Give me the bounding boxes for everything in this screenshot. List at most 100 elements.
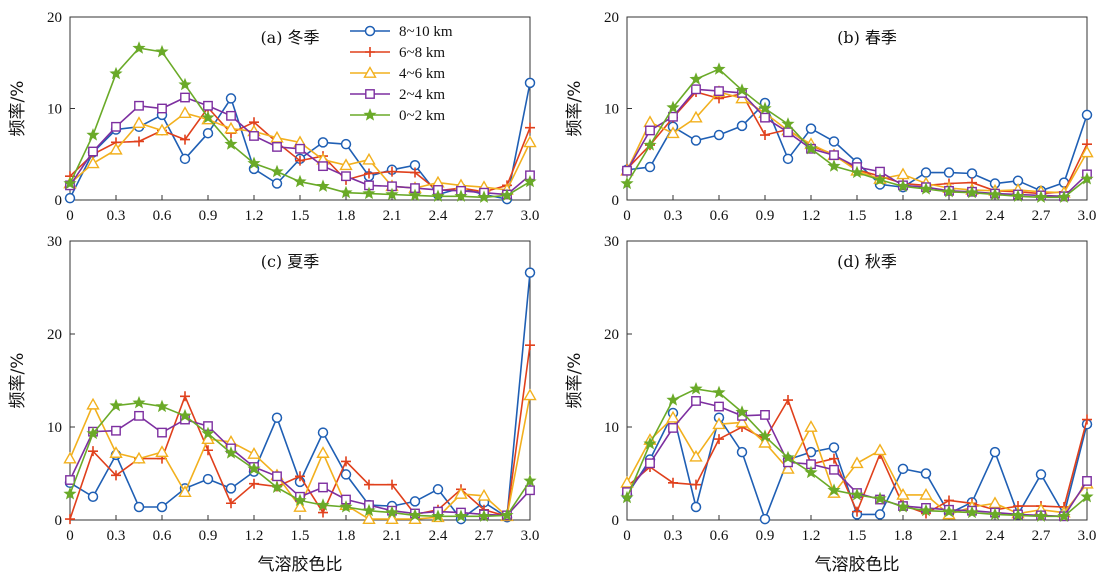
data-point <box>827 159 841 172</box>
data-point <box>408 188 422 202</box>
data-point <box>157 427 167 438</box>
data-point <box>249 478 259 489</box>
data-point <box>666 393 680 406</box>
series-2-4-km <box>65 92 535 200</box>
chart-panel-3: 0 10 20 30 0 0.3 0.6 0.9 1.2 1.5 1.8 2.1 2.4 2.7 3.0 频率… <box>8 234 539 575</box>
x-tick-label: 2.1 <box>940 528 959 544</box>
x-tick-label: 2.1 <box>383 208 402 224</box>
x-tick-label: 2.1 <box>940 208 959 224</box>
data-point <box>896 179 910 192</box>
x-tick-label: 0.3 <box>664 208 683 224</box>
data-point <box>270 480 284 494</box>
x-tick-label: 2.1 <box>383 528 402 544</box>
data-point <box>202 473 214 485</box>
data-point <box>736 446 748 458</box>
x-tick-label: 1.2 <box>245 208 264 224</box>
panel-title: (a) 冬季 <box>260 28 319 47</box>
data-point <box>65 475 75 485</box>
data-point <box>340 469 352 480</box>
data-point <box>896 167 910 180</box>
y-tick-label: 10 <box>604 420 619 436</box>
data-point <box>224 137 238 150</box>
data-point <box>295 471 305 482</box>
data-point <box>316 179 330 192</box>
data-point <box>827 483 841 496</box>
data-point <box>896 487 910 500</box>
data-point <box>942 504 956 518</box>
data-point <box>689 381 703 395</box>
data-point <box>180 134 190 145</box>
data-point <box>316 498 330 511</box>
data-point <box>271 412 283 423</box>
data-point <box>132 395 146 409</box>
data-point <box>1057 509 1071 522</box>
data-point <box>874 509 886 520</box>
data-point <box>736 120 748 132</box>
data-point <box>783 127 793 138</box>
x-tick-label: 1.5 <box>291 208 310 224</box>
data-point <box>132 116 146 129</box>
data-point <box>225 93 237 104</box>
y-tick-label: 20 <box>47 327 62 343</box>
chart-panel-4: 0 10 20 30 0 0.3 0.6 0.9 1.2 1.5 1.8 2.1 2.4 2.7 3.0 频率… <box>565 234 1096 575</box>
data-point <box>804 141 818 155</box>
legend: 8~10 km 6~8 km 4~6 km 2~4 km 0~2 km <box>350 24 453 124</box>
data-point <box>203 445 213 456</box>
chart-panel-1: 0 10 20 0 0.3 0.6 0.9 1.2 1.5 1.8 2.1 2.4 2.7 3.0 频率/%… <box>8 10 539 224</box>
data-point <box>477 488 491 501</box>
legend-label: 8~10 km <box>399 24 453 40</box>
x-tick-label: 1.5 <box>848 528 867 544</box>
x-tick-label: 0.9 <box>199 528 218 544</box>
x-tick-label: 0.6 <box>710 528 729 544</box>
data-point <box>622 165 632 176</box>
data-point <box>829 464 839 475</box>
data-point <box>523 135 537 148</box>
data-point <box>431 509 445 522</box>
data-point <box>943 167 955 178</box>
data-point <box>689 110 703 123</box>
data-point <box>620 475 634 488</box>
x-tick-label: 1.8 <box>337 528 356 544</box>
data-point <box>65 514 75 525</box>
y-tick-label: 10 <box>47 102 62 118</box>
x-tick-label: 0.9 <box>756 528 775 544</box>
y-tick-label: 10 <box>604 102 619 118</box>
legend-marker <box>365 89 375 99</box>
data-point <box>203 100 213 111</box>
panel-title: (d) 秋季 <box>837 252 897 271</box>
data-point <box>432 484 444 495</box>
data-point <box>109 66 123 80</box>
data-point <box>666 410 680 423</box>
data-point <box>178 485 192 497</box>
data-point <box>86 397 100 410</box>
data-point <box>318 507 328 518</box>
data-point <box>919 487 933 500</box>
y-axis-label: 频率/% <box>8 353 28 409</box>
data-point <box>668 111 678 122</box>
x-tick-label: 0 <box>66 208 74 224</box>
x-tick-label: 2.7 <box>475 528 494 544</box>
data-point <box>525 122 535 133</box>
data-point <box>133 501 145 513</box>
data-point <box>988 496 1002 509</box>
data-point <box>781 461 795 474</box>
x-tick-label: 0.3 <box>664 528 683 544</box>
data-point <box>224 121 238 134</box>
data-point <box>668 423 678 433</box>
data-point <box>524 267 536 278</box>
data-point <box>1035 469 1047 480</box>
data-point <box>1057 190 1071 203</box>
x-tick-label: 0.6 <box>153 208 172 224</box>
data-point <box>942 184 956 198</box>
data-point <box>63 487 77 500</box>
data-point <box>804 465 818 479</box>
legend-label: 2~4 km <box>399 87 445 103</box>
data-point <box>828 136 840 147</box>
data-point <box>387 166 397 177</box>
data-point <box>713 129 725 141</box>
data-point <box>714 86 724 97</box>
series-4-6-km <box>620 410 1094 520</box>
series-0-2-km <box>620 381 1094 522</box>
data-point <box>477 509 491 522</box>
data-point <box>852 506 862 517</box>
